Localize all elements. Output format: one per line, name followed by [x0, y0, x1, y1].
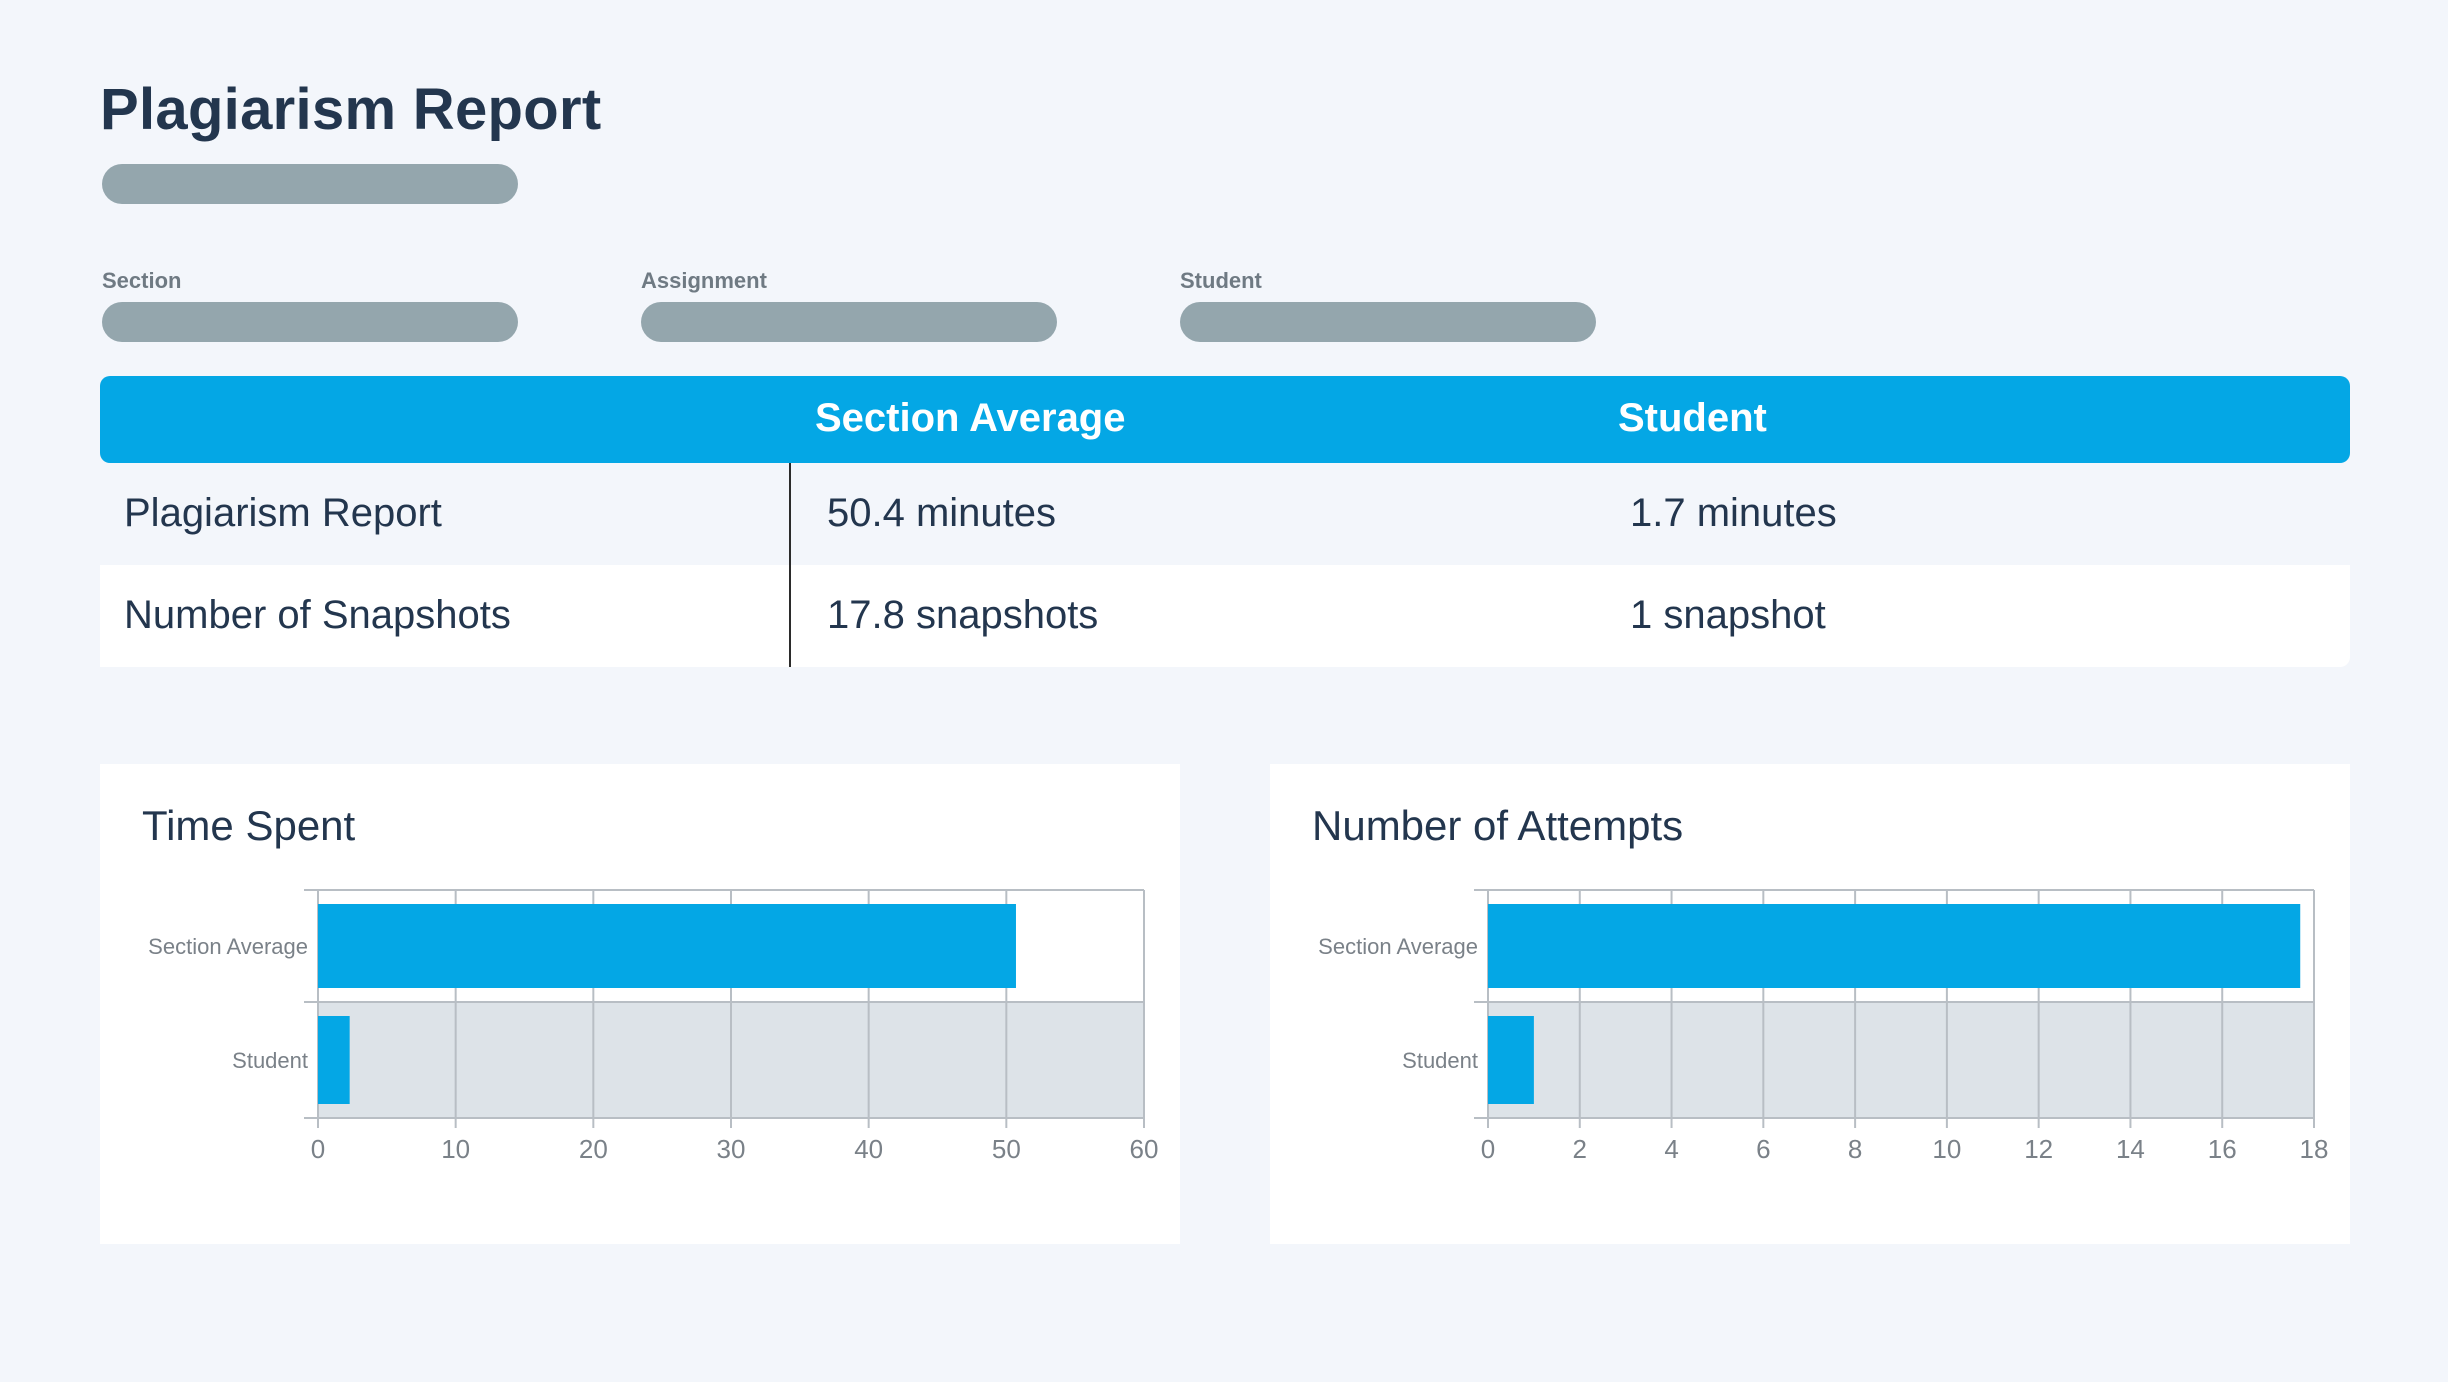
chart-title: Number of Attempts [1312, 802, 1684, 849]
table-header: Section Average Student [100, 376, 2350, 463]
table-row: Plagiarism Report 50.4 minutes 1.7 minut… [100, 463, 2350, 565]
x-tick-label: 0 [311, 1134, 325, 1164]
student-value: 1 snapshot [1630, 593, 1826, 637]
column-divider [789, 463, 791, 667]
section-filter-select[interactable] [102, 302, 518, 342]
x-tick-label: 14 [2116, 1134, 2145, 1164]
x-tick-label: 12 [2024, 1134, 2053, 1164]
column-header-section-average: Section Average [815, 396, 1126, 440]
x-tick-label: 8 [1848, 1134, 1862, 1164]
x-tick-label: 18 [2300, 1134, 2329, 1164]
assignment-filter-label: Assignment [641, 268, 767, 293]
row-label: Plagiarism Report [124, 491, 442, 535]
time-spent-card: Time Spent Section Average Student 0 10 20 30… [100, 764, 1180, 1244]
section-filter-label: Section [102, 268, 182, 293]
section-average-value: 17.8 snapshots [827, 593, 1099, 637]
x-tick-label: 50 [992, 1134, 1021, 1164]
student-filter-select[interactable] [1180, 302, 1596, 342]
student-filter-label: Student [1180, 268, 1262, 293]
x-tick-label: 0 [1481, 1134, 1495, 1164]
student-value: 1.7 minutes [1630, 491, 1837, 535]
x-tick-label: 6 [1756, 1134, 1770, 1164]
category-label: Student [1402, 1048, 1478, 1073]
x-tick-label: 10 [441, 1134, 470, 1164]
category-label: Section Average [148, 934, 308, 959]
time-spent-chart: Section Average Student 0 10 20 30 40 50 60 [148, 889, 1159, 1164]
category-label: Student [232, 1048, 308, 1073]
bar-student [318, 1016, 350, 1104]
page-title: Plagiarism Report [100, 77, 602, 142]
bar-section-average [1488, 904, 2301, 988]
table-row: Number of Snapshots 17.8 snapshots 1 sna… [100, 565, 2350, 667]
column-header-student: Student [1618, 396, 1767, 440]
subtitle-placeholder [102, 164, 518, 204]
row-label: Number of Snapshots [124, 593, 511, 637]
x-tick-label: 60 [1130, 1134, 1159, 1164]
x-tick-label: 40 [854, 1134, 883, 1164]
x-tick-label: 30 [717, 1134, 746, 1164]
section-average-value: 50.4 minutes [827, 491, 1057, 535]
attempts-chart: Section Average Student 0 2 4 6 8 10 12 14 16 18 [1318, 889, 2329, 1164]
category-label: Section Average [1318, 934, 1478, 959]
assignment-filter-select[interactable] [641, 302, 1057, 342]
student-row-band [1488, 1002, 2314, 1118]
x-tick-label: 20 [579, 1134, 608, 1164]
bar-section-average [318, 904, 1016, 988]
comparison-table: Section Average Student Plagiarism Repor… [100, 376, 2350, 667]
attempts-card: Number of Attempts Section Average Studen… [1270, 764, 2350, 1244]
x-tick-label: 4 [1664, 1134, 1678, 1164]
x-tick-label: 10 [1932, 1134, 1961, 1164]
x-tick-label: 16 [2208, 1134, 2237, 1164]
x-tick-label: 2 [1573, 1134, 1587, 1164]
bar-student [1488, 1016, 1534, 1104]
chart-title: Time Spent [142, 802, 356, 849]
